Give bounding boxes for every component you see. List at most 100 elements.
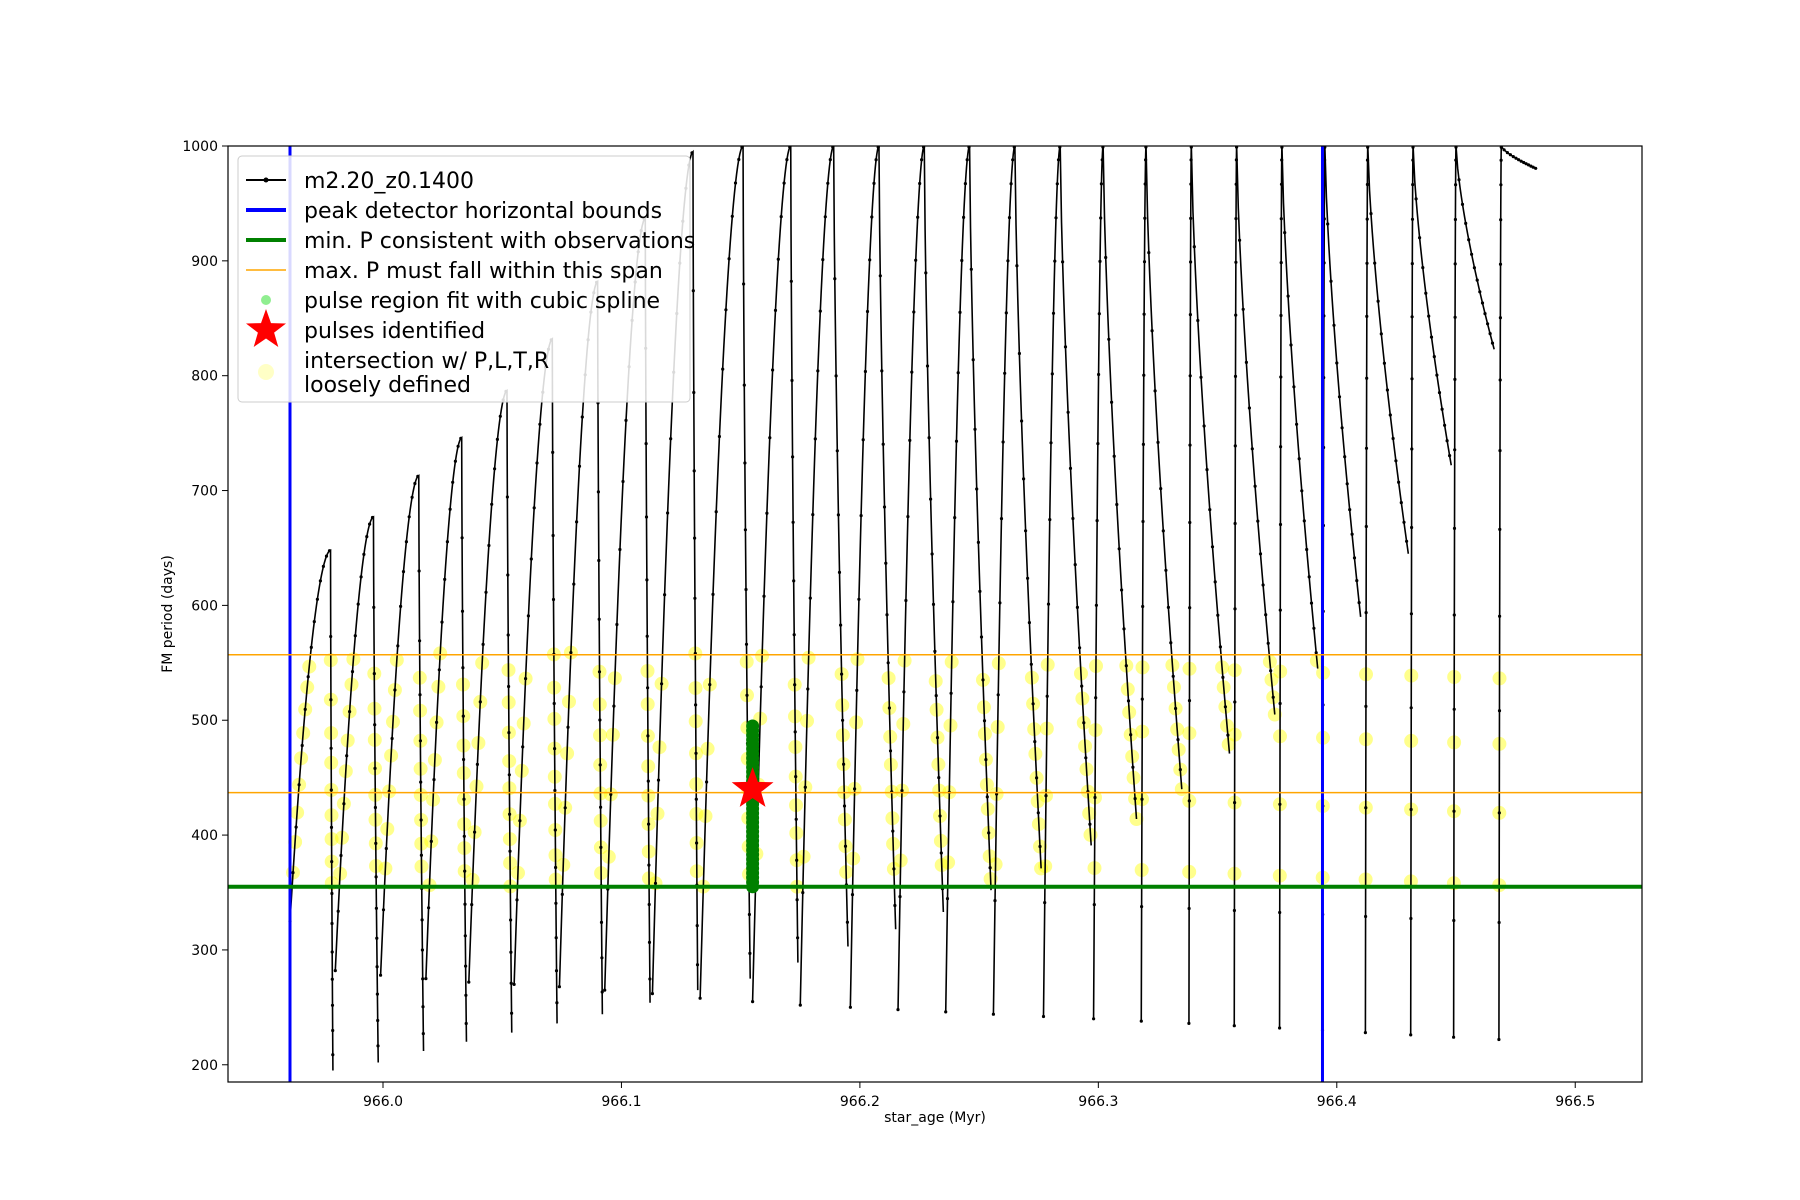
track-point bbox=[1286, 294, 1290, 298]
track-point bbox=[1178, 768, 1182, 772]
track-point bbox=[1221, 675, 1225, 680]
track-point bbox=[1350, 532, 1354, 536]
track-point bbox=[453, 459, 457, 463]
legend-handle-dot bbox=[263, 177, 269, 183]
track-point bbox=[1391, 436, 1395, 441]
track-point bbox=[1110, 400, 1114, 404]
track-point bbox=[1498, 449, 1502, 453]
track-point bbox=[417, 569, 421, 573]
track-point bbox=[1269, 669, 1273, 673]
track-point bbox=[362, 552, 366, 557]
track-point bbox=[1140, 797, 1144, 801]
track-point bbox=[1526, 163, 1531, 167]
track-point bbox=[1340, 426, 1344, 430]
track-point bbox=[1409, 612, 1413, 616]
track-point bbox=[551, 597, 556, 602]
track-point bbox=[609, 792, 613, 797]
track-point bbox=[1452, 809, 1456, 813]
track-point bbox=[327, 549, 332, 553]
track-point bbox=[1232, 1024, 1236, 1028]
track-point bbox=[1233, 607, 1237, 611]
track-point bbox=[1453, 448, 1457, 452]
track-point bbox=[1169, 641, 1173, 645]
track-point bbox=[376, 1044, 380, 1048]
track-point bbox=[538, 422, 542, 426]
track-point bbox=[421, 977, 425, 981]
legend-label: min. P consistent with observations bbox=[304, 229, 695, 254]
track-point bbox=[818, 309, 822, 313]
track-point bbox=[1192, 245, 1196, 249]
track-point bbox=[1280, 146, 1284, 149]
track-point bbox=[785, 158, 789, 162]
y-tick-label: 700 bbox=[191, 484, 218, 500]
track-point bbox=[874, 158, 878, 162]
track-point bbox=[782, 181, 786, 185]
track-point bbox=[1467, 238, 1471, 242]
track-point bbox=[577, 464, 582, 468]
track-point bbox=[374, 841, 378, 846]
track-point bbox=[1017, 351, 1022, 356]
track-point bbox=[1050, 372, 1054, 376]
track-point bbox=[965, 158, 969, 162]
track-point bbox=[973, 427, 977, 431]
track-point bbox=[518, 819, 522, 823]
track-point bbox=[1499, 158, 1503, 162]
track-point bbox=[1150, 329, 1154, 333]
track-point bbox=[1278, 701, 1282, 706]
track-point bbox=[1283, 231, 1287, 235]
track-point bbox=[933, 649, 937, 654]
track-point bbox=[962, 215, 966, 219]
track-point bbox=[881, 442, 885, 446]
track-point bbox=[1043, 901, 1047, 905]
track-point bbox=[831, 146, 835, 149]
track-point bbox=[321, 564, 325, 569]
track-point bbox=[1140, 905, 1144, 909]
track-point bbox=[373, 805, 377, 810]
track-point bbox=[1012, 146, 1016, 149]
track-point bbox=[967, 146, 971, 149]
track-point bbox=[1038, 844, 1042, 849]
track-point bbox=[597, 617, 601, 621]
track-point bbox=[1302, 519, 1306, 523]
track-point bbox=[1497, 709, 1502, 713]
track-point bbox=[1035, 776, 1039, 780]
track-point bbox=[1144, 146, 1148, 149]
track-point bbox=[937, 776, 941, 780]
track-point bbox=[1187, 799, 1191, 803]
period-cycle-24 bbox=[1364, 146, 1410, 1033]
track-point bbox=[373, 766, 377, 771]
track-point bbox=[560, 892, 564, 897]
track-point bbox=[1329, 279, 1333, 283]
pulse-identified-star bbox=[731, 767, 774, 807]
track-point bbox=[1498, 614, 1502, 618]
track-point bbox=[413, 481, 417, 486]
track-point bbox=[694, 751, 698, 755]
track-point bbox=[1142, 260, 1147, 264]
track-point bbox=[644, 442, 648, 446]
track-point bbox=[984, 758, 988, 762]
track-point bbox=[835, 449, 839, 453]
track-point bbox=[1100, 158, 1104, 162]
track-point bbox=[345, 754, 349, 758]
track-point bbox=[1364, 446, 1369, 450]
y-axis: 200 300 400 500 600 700 800 900 1000 bbox=[182, 139, 228, 1074]
track-point bbox=[1080, 684, 1084, 688]
period-cycle-16 bbox=[992, 146, 1042, 1015]
track-point bbox=[692, 469, 696, 473]
track-point bbox=[396, 644, 400, 648]
track-point bbox=[1486, 322, 1490, 326]
track-point bbox=[751, 1000, 755, 1004]
track-point bbox=[1279, 445, 1283, 449]
track-point bbox=[1095, 519, 1099, 523]
track-point bbox=[1418, 236, 1422, 240]
track-point bbox=[730, 214, 734, 218]
track-point bbox=[1409, 706, 1413, 710]
track-point bbox=[792, 579, 796, 583]
track-point bbox=[1457, 178, 1461, 182]
track-point bbox=[331, 1053, 335, 1057]
track-point bbox=[914, 258, 918, 262]
track-point bbox=[1027, 621, 1031, 625]
track-point bbox=[711, 592, 715, 597]
track-point bbox=[906, 515, 910, 519]
track-point bbox=[1410, 217, 1415, 221]
